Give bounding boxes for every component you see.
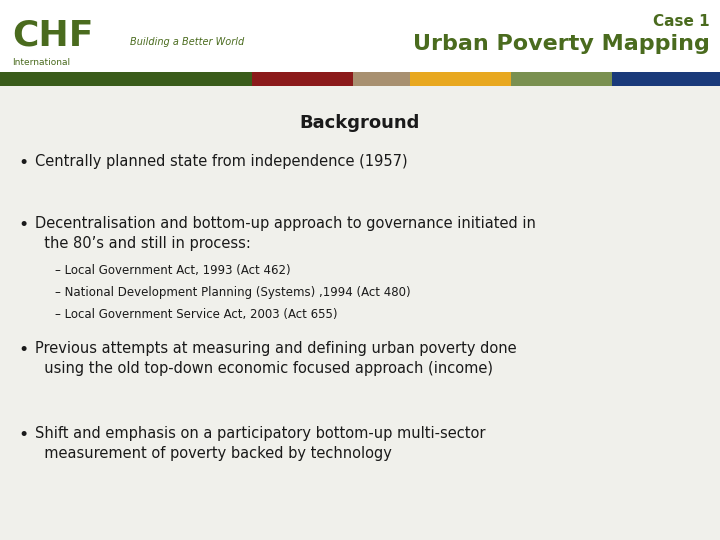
Text: Urban Poverty Mapping: Urban Poverty Mapping	[413, 34, 710, 54]
Text: •: •	[18, 426, 28, 444]
Bar	[0, 72, 252, 86]
Bar	[410, 72, 511, 86]
Text: Centrally planned state from independence (1957): Centrally planned state from independenc…	[35, 154, 408, 169]
Text: •: •	[18, 216, 28, 234]
Text: •: •	[18, 154, 28, 172]
Text: – National Development Planning (Systems) ,1994 (Act 480): – National Development Planning (Systems…	[55, 286, 410, 299]
Text: Decentralisation and bottom-up approach to governance initiated in
  the 80’s an: Decentralisation and bottom-up approach …	[35, 216, 536, 252]
Text: – Local Government Service Act, 2003 (Act 655): – Local Government Service Act, 2003 (Ac…	[55, 308, 338, 321]
Text: CHF: CHF	[12, 18, 94, 52]
Bar	[252, 72, 353, 86]
Bar	[612, 72, 720, 86]
Text: Background: Background	[300, 114, 420, 132]
Text: Previous attempts at measuring and defining urban poverty done
  using the old t: Previous attempts at measuring and defin…	[35, 341, 517, 376]
Text: Case 1: Case 1	[653, 14, 710, 29]
Bar	[511, 72, 612, 86]
Text: Shift and emphasis on a participatory bottom-up multi-sector
  measurement of po: Shift and emphasis on a participatory bo…	[35, 426, 485, 461]
Bar	[0, 0, 720, 72]
Text: •: •	[18, 341, 28, 359]
Text: International: International	[12, 58, 70, 67]
Text: Building a Better World: Building a Better World	[130, 37, 244, 47]
Text: – Local Government Act, 1993 (Act 462): – Local Government Act, 1993 (Act 462)	[55, 264, 291, 277]
Bar	[353, 72, 410, 86]
